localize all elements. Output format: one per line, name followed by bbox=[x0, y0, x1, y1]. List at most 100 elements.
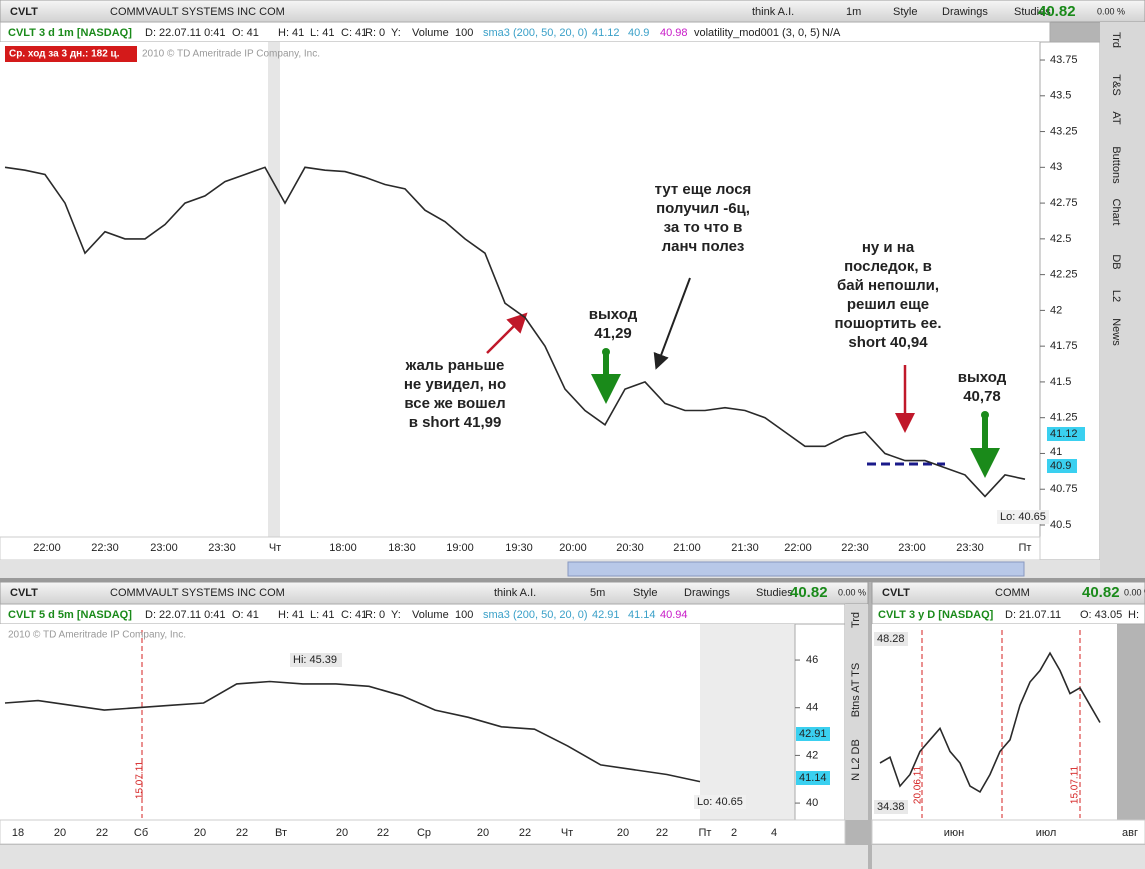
price-tag-box bbox=[874, 800, 908, 814]
toolbar-interval[interactable]: 5m bbox=[590, 587, 605, 599]
toolbar-last[interactable]: 40.82 bbox=[790, 584, 828, 601]
x-tick-label: 18:30 bbox=[388, 542, 416, 554]
x-tick-label: авг bbox=[1122, 827, 1138, 839]
info-item: O: 41 bbox=[232, 609, 259, 621]
toolbar-drawings[interactable]: Drawings bbox=[942, 6, 988, 18]
plot-area bbox=[0, 42, 1040, 560]
x-tick-label: 21:30 bbox=[731, 542, 759, 554]
toolbar-change[interactable]: 0.00 % bbox=[838, 587, 866, 597]
annotation: бай непошли, bbox=[837, 277, 939, 294]
x-tick-label: 22:30 bbox=[91, 542, 119, 554]
toolbar-symbol[interactable]: CVLT bbox=[10, 587, 38, 599]
price-tag-box bbox=[997, 510, 1049, 524]
x-tick-label: Пт bbox=[699, 827, 712, 839]
toolbar-last[interactable]: 40.82 bbox=[1082, 584, 1120, 601]
toolbar-company: COMMVAULT SYSTEMS INC COM bbox=[110, 6, 285, 18]
x-tick-label: 18:00 bbox=[329, 542, 357, 554]
y-tick-label: 41.25 bbox=[1050, 412, 1078, 424]
x-tick-label: Ср bbox=[417, 827, 431, 839]
info-item: 40.9 bbox=[628, 27, 649, 39]
toolbar-studies[interactable]: Studies bbox=[756, 587, 793, 599]
side-tab[interactable]: Trd bbox=[850, 612, 862, 628]
x-tick-label: Вт bbox=[275, 827, 287, 839]
side-tab[interactable]: L2 bbox=[1110, 290, 1122, 302]
toolbar-company: COMM bbox=[995, 587, 1030, 599]
avg-range-label: Ср. ход за 3 дн.: 182 ц. bbox=[9, 49, 120, 60]
x-tick-label: Пт bbox=[1019, 542, 1032, 554]
side-tab[interactable]: Trd bbox=[1110, 32, 1122, 48]
x-tick-label: 4 bbox=[771, 827, 777, 839]
price-tag: 48.28 bbox=[877, 633, 905, 645]
toolbar-symbol[interactable]: CVLT bbox=[10, 6, 38, 18]
info-item: Volume bbox=[412, 609, 449, 621]
toolbar-style[interactable]: Style bbox=[893, 6, 917, 18]
price-line bbox=[4, 166, 1026, 498]
price-tag-box bbox=[874, 632, 908, 646]
y-tick-label: 40.75 bbox=[1050, 483, 1078, 495]
toolbar-think_ai[interactable]: think A.I. bbox=[494, 587, 536, 599]
x-tick-label: 21:00 bbox=[673, 542, 701, 554]
scroll-bar[interactable] bbox=[0, 845, 868, 869]
toolbar-studies[interactable]: Studies bbox=[1014, 6, 1051, 18]
scroll-bar[interactable] bbox=[872, 845, 1145, 869]
info-item: O: 43.05 bbox=[1080, 609, 1122, 621]
scroll-thumb[interactable] bbox=[567, 561, 1025, 577]
splitter bbox=[0, 578, 1145, 582]
info-item: Y: bbox=[391, 609, 401, 621]
annotation: решил еще bbox=[847, 296, 929, 313]
side-tab[interactable]: News bbox=[1110, 318, 1122, 346]
x-tick-label: 23:00 bbox=[898, 542, 926, 554]
arrow bbox=[653, 277, 691, 370]
info-item: Volume bbox=[412, 27, 449, 39]
price-tag: 41 bbox=[1050, 446, 1062, 458]
toolbar-change[interactable]: 0.00 % bbox=[1097, 6, 1125, 16]
x-tick-label: 23:00 bbox=[150, 542, 178, 554]
info-item: 42.91 bbox=[592, 609, 620, 621]
toolbar-last[interactable]: 40.82 bbox=[1038, 3, 1076, 20]
y-tick-label: 42 bbox=[806, 749, 818, 761]
side-tab[interactable]: Buttons bbox=[1110, 146, 1122, 184]
info-item: H: 41 bbox=[278, 609, 304, 621]
x-tick-label: 22 bbox=[519, 827, 531, 839]
side-tab[interactable]: Btns AT TS bbox=[850, 663, 862, 717]
y-tick-label: 43.5 bbox=[1050, 90, 1071, 102]
x-tick-label: 22 bbox=[96, 827, 108, 839]
time-axis bbox=[0, 819, 846, 845]
plot-area bbox=[0, 624, 795, 820]
y-tick-label: 42 bbox=[1050, 304, 1062, 316]
side-tab[interactable]: Chart bbox=[1110, 199, 1122, 226]
info-item: volatility_mod001 (3, 0, 5) bbox=[694, 27, 820, 39]
x-tick-label: 22:30 bbox=[841, 542, 869, 554]
toolbar-symbol[interactable]: CVLT bbox=[882, 587, 910, 599]
annotation: 40,78 bbox=[963, 388, 1001, 405]
side-tab[interactable]: AT bbox=[1110, 111, 1122, 125]
price-tag: Hi: 45.39 bbox=[293, 654, 337, 666]
info-item: O: 41 bbox=[232, 27, 259, 39]
annotation: выход bbox=[958, 369, 1007, 386]
price-tag-box bbox=[1047, 445, 1077, 459]
side-tab[interactable]: T&S bbox=[1110, 74, 1122, 95]
side-tab[interactable]: N L2 DB bbox=[850, 739, 862, 781]
info-item: CVLT 3 d 1m [NASDAQ] bbox=[8, 27, 132, 39]
annotation: пошортить ее. bbox=[834, 315, 941, 332]
toolbar-interval[interactable]: 1m bbox=[846, 6, 861, 18]
info-item: H: bbox=[1128, 609, 1139, 621]
y-tick-label: 41.5 bbox=[1050, 376, 1071, 388]
x-tick-label: 2 bbox=[731, 827, 737, 839]
toolbar-change[interactable]: 0.00 % bbox=[1124, 587, 1145, 597]
toolbar-drawings[interactable]: Drawings bbox=[684, 587, 730, 599]
side-tab[interactable]: DB bbox=[1110, 254, 1122, 269]
toolbar-style[interactable]: Style bbox=[633, 587, 657, 599]
x-tick-label: 20 bbox=[617, 827, 629, 839]
session-band bbox=[268, 42, 280, 537]
y-tick-label: 42.25 bbox=[1050, 269, 1078, 281]
annotation: не увидел, но bbox=[404, 376, 506, 393]
x-tick-label: 19:30 bbox=[505, 542, 533, 554]
after-hours-band bbox=[700, 624, 795, 820]
y-tick-label: 40.5 bbox=[1050, 519, 1071, 531]
x-tick-label: июн bbox=[944, 827, 964, 839]
annotation: тут еще лося bbox=[655, 181, 752, 198]
info-item: 100 bbox=[455, 27, 473, 39]
toolbar-think_ai[interactable]: think A.I. bbox=[752, 6, 794, 18]
y-tick-label: 43.25 bbox=[1050, 125, 1078, 137]
